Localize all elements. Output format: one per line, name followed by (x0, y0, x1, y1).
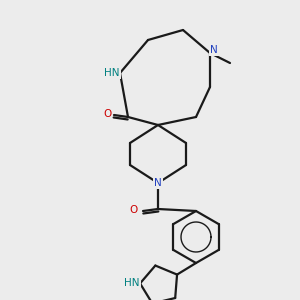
Text: N: N (154, 178, 162, 188)
Text: HN: HN (124, 278, 140, 288)
Text: O: O (130, 205, 138, 215)
Text: O: O (103, 109, 111, 119)
Text: HN: HN (104, 68, 120, 78)
Text: N: N (210, 45, 218, 55)
